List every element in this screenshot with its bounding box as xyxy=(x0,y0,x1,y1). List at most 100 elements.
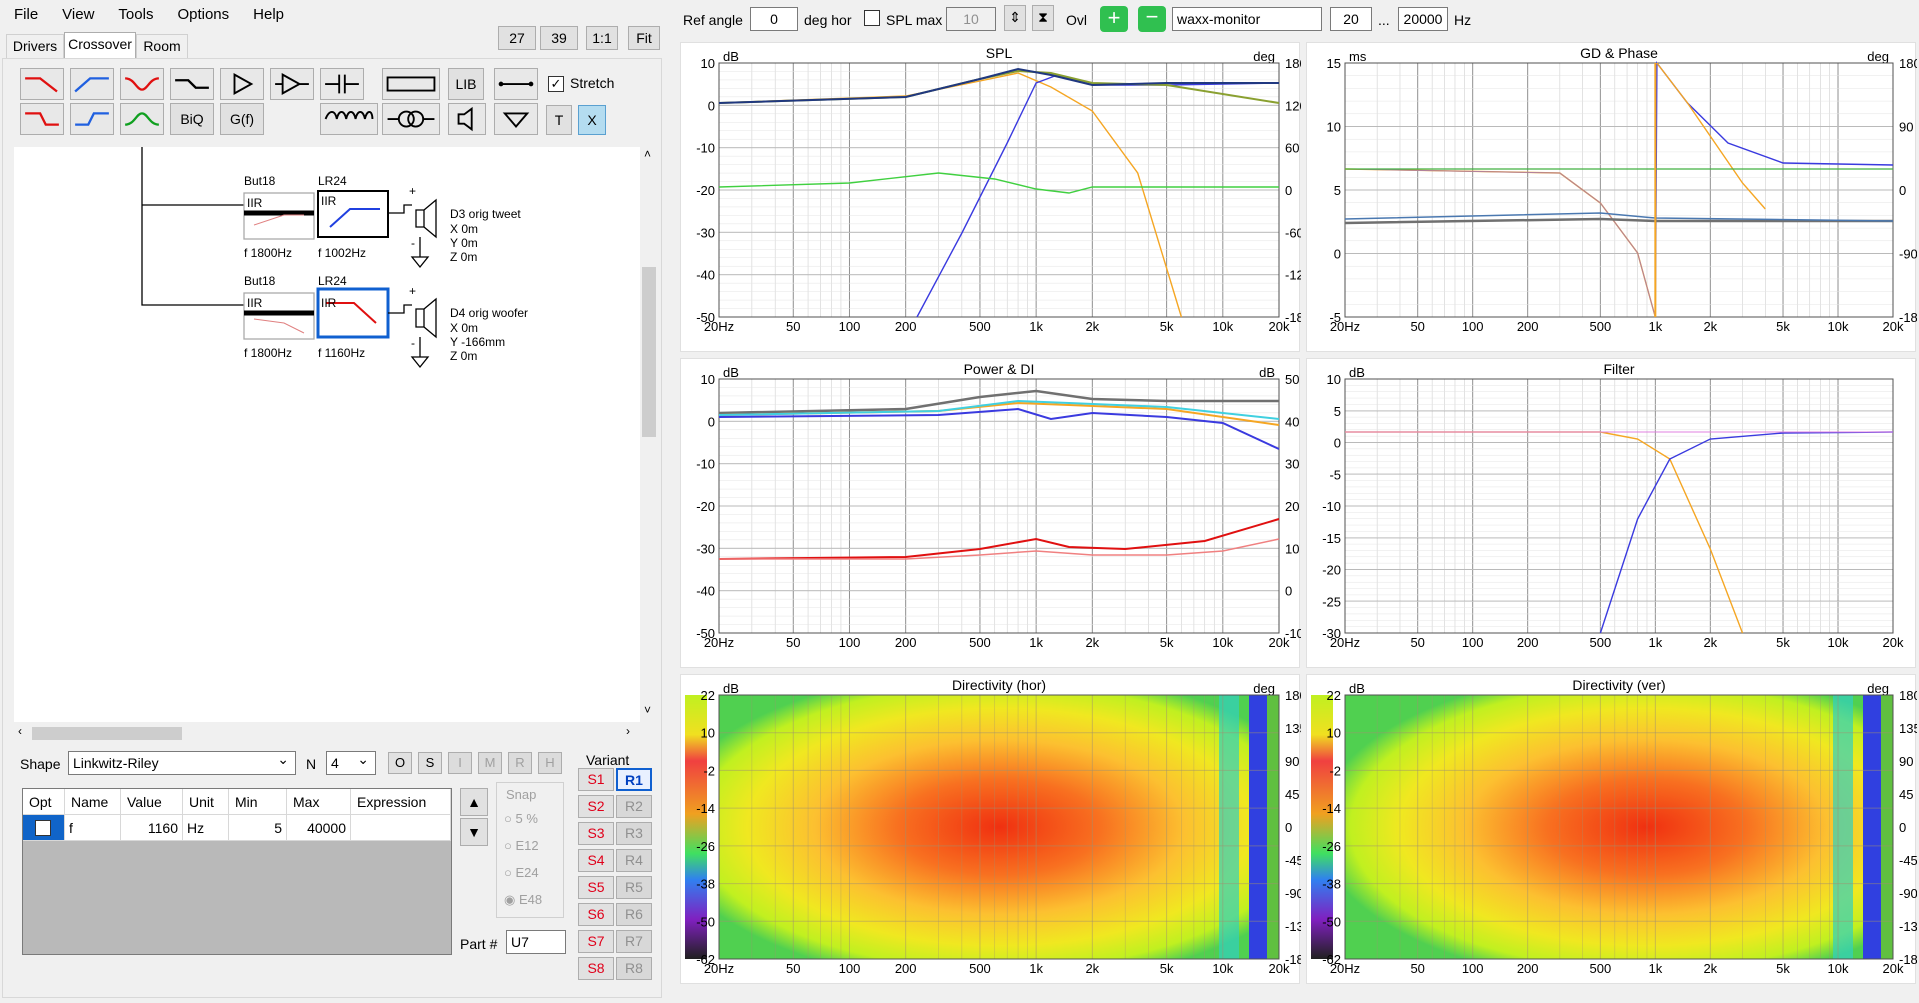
schematic-vertical-scrollbar[interactable]: ˄ ˅ xyxy=(640,147,658,722)
min-cell[interactable]: 5 xyxy=(229,815,287,841)
tab-room[interactable]: Room xyxy=(136,34,188,58)
r-button[interactable]: R xyxy=(508,752,532,774)
chart-filt[interactable]: Filter dB 20Hz 50 100 200 500 1k 2k 5k 10k 20k 10 5 0-… xyxy=(1306,358,1916,668)
schematic-canvas[interactable]: But18 IIR f 1800Hz LR24 IIR f 1002Hz But… xyxy=(14,147,644,722)
variant-s3-button[interactable]: S3 xyxy=(578,822,614,845)
scroll-down-icon[interactable]: ˅ xyxy=(644,703,652,717)
library-button[interactable]: LIB xyxy=(448,68,484,100)
variant-r1-button[interactable]: R1 xyxy=(616,768,652,791)
capacitor-tool-icon[interactable] xyxy=(320,68,364,100)
variant-s7-button[interactable]: S7 xyxy=(578,930,614,953)
menu-help[interactable]: Help xyxy=(253,6,285,23)
highpass2-tool-icon[interactable] xyxy=(70,103,114,135)
scroll-left-icon[interactable]: ‹ xyxy=(18,724,22,738)
wire-tool-icon[interactable] xyxy=(494,68,538,100)
part-field[interactable]: U7 xyxy=(506,930,566,954)
spl-max-field[interactable]: 10 xyxy=(946,7,996,31)
snap-e48[interactable]: ◉ E48 xyxy=(504,892,542,908)
zoom-39-button[interactable]: 39 xyxy=(540,26,578,50)
peak-tool-icon[interactable] xyxy=(120,103,164,135)
text-tool-button[interactable]: T xyxy=(546,105,572,135)
move-down-button[interactable]: ▼ xyxy=(460,818,488,846)
variant-s8-button[interactable]: S8 xyxy=(578,957,614,980)
x-tool-button[interactable]: X xyxy=(578,105,606,135)
zoom-27-button[interactable]: 27 xyxy=(498,26,536,50)
name-cell[interactable]: f xyxy=(65,815,121,841)
biquad-button[interactable]: BiQ xyxy=(170,103,214,135)
remove-overlay-icon[interactable]: − xyxy=(1138,6,1166,32)
overlay-name-field[interactable]: waxx-monitor xyxy=(1172,7,1322,31)
snap-e12[interactable]: ○ E12 xyxy=(504,838,539,853)
y-tick-label: -62 xyxy=(696,952,715,967)
chart-pow[interactable]: Power & DI dB dB 20Hz 50 100 200 500 1k 2k 5k 10k 20… xyxy=(680,358,1304,668)
chart-dirv[interactable]: Directivity (ver) dB deg 20Hz 50 100 200 500 1k 2… xyxy=(1306,674,1919,984)
tab-drivers[interactable]: Drivers xyxy=(6,34,64,58)
snap-5pct[interactable]: ○ 5 % xyxy=(504,811,538,826)
resistor-tool-icon[interactable] xyxy=(382,68,440,100)
opt-cell[interactable] xyxy=(23,815,65,841)
chart-dirh[interactable]: Directivity (hor) dB deg 20Hz 50 100 200 500 1k 2… xyxy=(680,674,1311,984)
fmin-field[interactable]: 20 xyxy=(1330,7,1372,31)
menu-view[interactable]: View xyxy=(62,6,95,23)
ref-angle-field[interactable]: 0 xyxy=(750,7,798,31)
scroll-right-icon[interactable]: › xyxy=(626,724,630,738)
shape-select[interactable]: Linkwitz-Riley xyxy=(68,748,296,775)
menu-options[interactable]: Options xyxy=(177,6,230,23)
variant-r7-button[interactable]: R7 xyxy=(616,930,652,953)
i-button[interactable]: I xyxy=(448,752,472,774)
unit-cell[interactable]: Hz xyxy=(183,815,229,841)
move-up-button[interactable]: ▲ xyxy=(460,788,488,816)
variant-r4-button[interactable]: R4 xyxy=(616,849,652,872)
ground-tool-icon[interactable] xyxy=(494,103,538,135)
opt-checkbox[interactable] xyxy=(35,820,51,836)
o-button[interactable]: O xyxy=(388,752,412,774)
variant-s2-button[interactable]: S2 xyxy=(578,795,614,818)
variant-s4-button[interactable]: S4 xyxy=(578,849,614,872)
variant-s1-button[interactable]: S1 xyxy=(578,768,614,791)
variant-s5-button[interactable]: S5 xyxy=(578,876,614,899)
variant-r2-button[interactable]: R2 xyxy=(616,795,652,818)
spl-updown-button[interactable]: ⇕ xyxy=(1004,5,1026,31)
max-cell[interactable]: 40000 xyxy=(287,815,351,841)
h-button[interactable]: H xyxy=(538,752,562,774)
hscroll-thumb[interactable] xyxy=(32,727,182,740)
order-select[interactable]: 4 xyxy=(326,748,376,775)
snap-e24[interactable]: ○ E24 xyxy=(504,865,539,880)
s-button[interactable]: S xyxy=(418,752,442,774)
value-cell[interactable]: 1160 xyxy=(121,815,183,841)
stretch-checkbox[interactable]: ✓ xyxy=(548,76,564,92)
scroll-up-icon[interactable]: ˄ xyxy=(644,147,652,161)
tab-crossover[interactable]: Crossover xyxy=(64,32,136,59)
ratio-button[interactable]: 1:1 xyxy=(586,26,618,50)
amplifier-tool-icon[interactable] xyxy=(220,68,264,100)
lowpass2-tool-icon[interactable] xyxy=(20,103,64,135)
variant-r5-button[interactable]: R5 xyxy=(616,876,652,899)
transformer-tool-icon[interactable] xyxy=(382,103,440,135)
shelf-tool-icon[interactable] xyxy=(170,68,214,100)
spl-fit-button[interactable]: ⧗ xyxy=(1032,5,1054,31)
scroll-thumb[interactable] xyxy=(642,267,656,437)
chart-gd[interactable]: GD & Phase ms deg 20Hz 50 100 200 500 1k 2k 5k 10k 2… xyxy=(1306,42,1919,352)
menu-tools[interactable]: Tools xyxy=(118,6,154,23)
fmax-field[interactable]: 20000 xyxy=(1398,7,1448,31)
chart-spl[interactable]: SPL dB deg 20Hz 50 100 200 500 1k 2k 5k 10k 20k 10 0 -1… xyxy=(680,42,1311,352)
highpass-tool-icon[interactable] xyxy=(70,68,114,100)
variant-r3-button[interactable]: R3 xyxy=(616,822,652,845)
fit-button[interactable]: Fit xyxy=(628,26,660,50)
variant-r8-button[interactable]: R8 xyxy=(616,957,652,980)
schematic-horizontal-scrollbar[interactable]: ‹ › xyxy=(14,724,644,742)
inductor-tool-icon[interactable] xyxy=(320,103,378,135)
spl-max-label: SPL max xyxy=(886,12,943,28)
speaker-tool-icon[interactable] xyxy=(448,103,486,135)
add-overlay-icon[interactable]: + xyxy=(1100,6,1128,32)
variant-r6-button[interactable]: R6 xyxy=(616,903,652,926)
menu-file[interactable]: File xyxy=(14,6,39,23)
m-button[interactable]: M xyxy=(478,752,502,774)
variant-s6-button[interactable]: S6 xyxy=(578,903,614,926)
lowpass-tool-icon[interactable] xyxy=(20,68,64,100)
buffer-tool-icon[interactable] xyxy=(270,68,314,100)
expression-cell[interactable] xyxy=(351,815,451,841)
transfer-function-button[interactable]: G(f) xyxy=(220,103,264,135)
spl-max-checkbox[interactable] xyxy=(864,10,880,26)
notch-tool-icon[interactable] xyxy=(120,68,164,100)
